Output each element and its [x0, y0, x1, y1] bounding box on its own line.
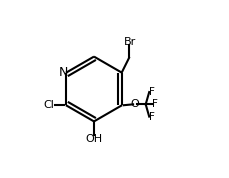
Text: N: N — [58, 66, 68, 79]
Text: F: F — [148, 112, 154, 122]
Text: F: F — [152, 99, 158, 109]
Text: F: F — [148, 87, 154, 97]
Text: Cl: Cl — [44, 100, 55, 110]
Text: OH: OH — [85, 134, 102, 144]
Text: O: O — [130, 99, 139, 109]
Text: Br: Br — [123, 37, 136, 47]
